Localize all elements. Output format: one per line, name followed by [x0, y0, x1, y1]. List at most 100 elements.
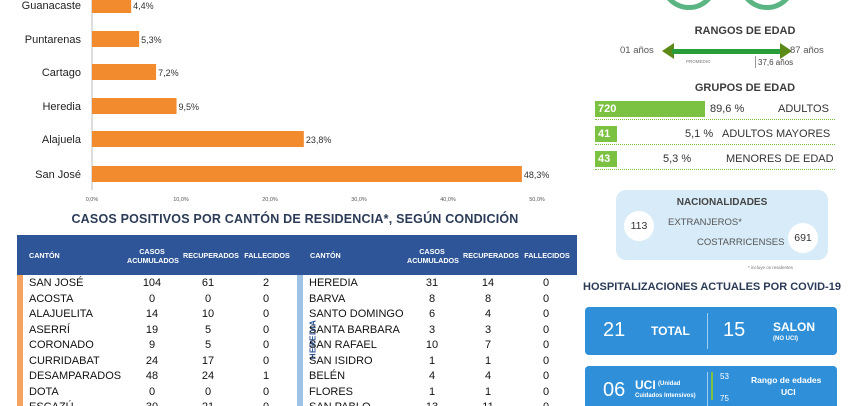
x-tick-label: 0,0%	[86, 197, 99, 203]
right-cell-casos: 1	[428, 385, 436, 398]
right-cell-canton: FLORES	[309, 385, 354, 398]
uci-range-label: Rango de edades	[751, 375, 822, 385]
table-row: HEREDIA 31 14 0	[17, 277, 577, 293]
table-row: BELÉN 4 4 0	[17, 370, 577, 386]
right-cell-fallecidos: 0	[542, 354, 550, 367]
right-cell-canton: SANTA BARBARA	[309, 323, 400, 336]
promedio-separator	[755, 56, 756, 68]
right-cell-casos: 13	[412, 401, 452, 406]
right-cell-recuperados: 4	[484, 308, 492, 320]
right-cell-fallecidos: 0	[542, 385, 550, 398]
right-cell-canton: HEREDIA	[309, 277, 358, 289]
uci-divider	[707, 372, 708, 406]
left-cell-fallecidos: 0	[262, 339, 270, 351]
left-cell-fallecidos: 0	[262, 385, 270, 398]
costarricenses-count: 691	[788, 223, 818, 253]
left-cell-casos: 9	[148, 339, 156, 351]
table-row: DOTA 0 0 0	[17, 386, 577, 402]
arrow-right-icon	[780, 43, 792, 59]
header-canton-right: CANTÓN	[310, 251, 341, 260]
value-label: 4,4%	[133, 1, 154, 11]
x-tick-label: 10,0%	[173, 197, 189, 203]
value-label: 5,3%	[141, 35, 162, 45]
table-row: DESAMPARADOS 48 24 1	[17, 370, 577, 386]
left-cell-fallecidos: 0	[262, 292, 270, 305]
table-row: ASERRÍ 19 5 0	[17, 324, 577, 340]
category-label: Alajuela	[42, 134, 82, 146]
right-cell-canton: BELÉN	[309, 370, 346, 382]
right-cell-casos: 6	[428, 308, 436, 320]
left-cell-casos: 0	[148, 292, 156, 305]
bar-san-josé	[92, 166, 522, 182]
hospitalizaciones-title: HOSPITALIZACIONES ACTUALES POR COVID-19	[583, 281, 841, 293]
menores-dotline	[595, 169, 835, 170]
value-label: 48,3%	[524, 170, 550, 180]
right-cell-recuperados: 3	[484, 323, 492, 336]
bar-cartago	[92, 64, 157, 80]
right-cell-canton: BARVA	[309, 292, 346, 305]
left-cell-fallecidos: 0	[262, 308, 270, 320]
table-row: SAN RAFAEL 10 7 0	[17, 339, 577, 355]
san-jose-stripe	[17, 275, 23, 406]
salon-sub: (NO UCI)	[773, 336, 798, 342]
table-row: CURRIDABAT 24 17 0	[17, 355, 577, 371]
right-cell-canton: SAN RAFAEL	[309, 339, 377, 351]
adultos-pct: 89,6 %	[710, 103, 745, 115]
header-canton-left: CANTÓN	[29, 251, 60, 260]
right-cell-fallecidos: 0	[542, 339, 550, 351]
bar-alajuela	[92, 131, 304, 147]
right-cell-recuperados: 4	[484, 370, 492, 382]
table-row: SAN PABLO 13 11 0	[17, 401, 577, 406]
left-cell-casos: 14	[145, 308, 159, 320]
left-cell-casos: 0	[148, 385, 156, 398]
table-row: ALAJUELITA 14 10 0	[17, 308, 577, 324]
uci-label: UCI	[635, 378, 656, 392]
left-cell-recuperados: 21	[188, 401, 228, 406]
right-cell-casos: 31	[425, 277, 439, 289]
table-row: SANTO DOMINGO 6 4 0	[17, 308, 577, 324]
uci-range-max: 53	[720, 372, 729, 381]
uci-range-min: 75	[720, 394, 729, 403]
right-cell-fallecidos: 0	[542, 323, 550, 336]
table-row: FLORES 1 1 0	[17, 386, 577, 402]
rangos-edad-title: RANGOS DE EDAD	[694, 25, 796, 37]
table-row: ESCAZÚ 30 21 0	[17, 401, 577, 406]
left-cell-fallecidos: 0	[246, 401, 286, 406]
left-cell-casos: 104	[142, 277, 162, 289]
extranjeros-count: 113	[624, 211, 654, 241]
table-title: CASOS POSITIVOS POR CANTÓN DE RESIDENCIA…	[71, 212, 519, 226]
header-casos-left: CASOS ACUMULADOS	[127, 247, 179, 265]
age-max: 87 años	[790, 45, 824, 56]
menores-pct: 5,3 %	[663, 153, 692, 165]
right-cell-casos: 4	[428, 370, 436, 382]
header-fallecidos-left: FALLECIDOS	[244, 251, 290, 260]
table-row: SAN ISIDRO 1 1 0	[17, 355, 577, 371]
left-cell-fallecidos: 1	[262, 370, 270, 382]
hospital-total-box: 21 TOTAL 15 SALON (NO UCI)	[585, 307, 837, 355]
hospital-uci-box: 06 UCI (Unidad Cuidados Intensivos) 53 7…	[585, 366, 837, 406]
left-cell-canton: ACOSTA	[29, 292, 74, 305]
mayores-dotline	[595, 144, 835, 145]
total-label: TOTAL	[651, 324, 690, 338]
mayores-label: ADULTOS MAYORES	[722, 128, 831, 140]
value-label: 23,8%	[306, 135, 332, 145]
table-row: BARVA 8 8 0	[17, 293, 577, 309]
promedio-label: PROMEDIO	[686, 59, 711, 64]
nacionalidades-title: NACIONALIDADES	[676, 197, 768, 208]
residentes-note: * incluye os residentes	[748, 265, 794, 270]
right-cell-fallecidos: 0	[526, 401, 566, 406]
extranjeros-label: EXTRANJEROS*	[668, 217, 742, 228]
x-tick-label: 20,0%	[262, 197, 278, 203]
right-cell-recuperados: 7	[484, 339, 492, 351]
left-cell-canton: ESCAZÚ	[29, 401, 74, 406]
grupos-edad-title: GRUPOS DE EDAD	[694, 82, 796, 94]
right-cell-canton: SAN ISIDRO	[309, 354, 373, 367]
left-cell-recuperados: 24	[201, 370, 215, 382]
heredia-stripe	[297, 275, 303, 406]
bar-puntarenas	[92, 31, 140, 47]
arrow-left-icon	[662, 43, 674, 59]
left-cell-casos: 48	[145, 370, 159, 382]
right-cell-casos: 10	[425, 339, 439, 351]
table-row: ACOSTA 0 0 0	[17, 293, 577, 309]
right-cell-casos: 8	[428, 292, 436, 305]
